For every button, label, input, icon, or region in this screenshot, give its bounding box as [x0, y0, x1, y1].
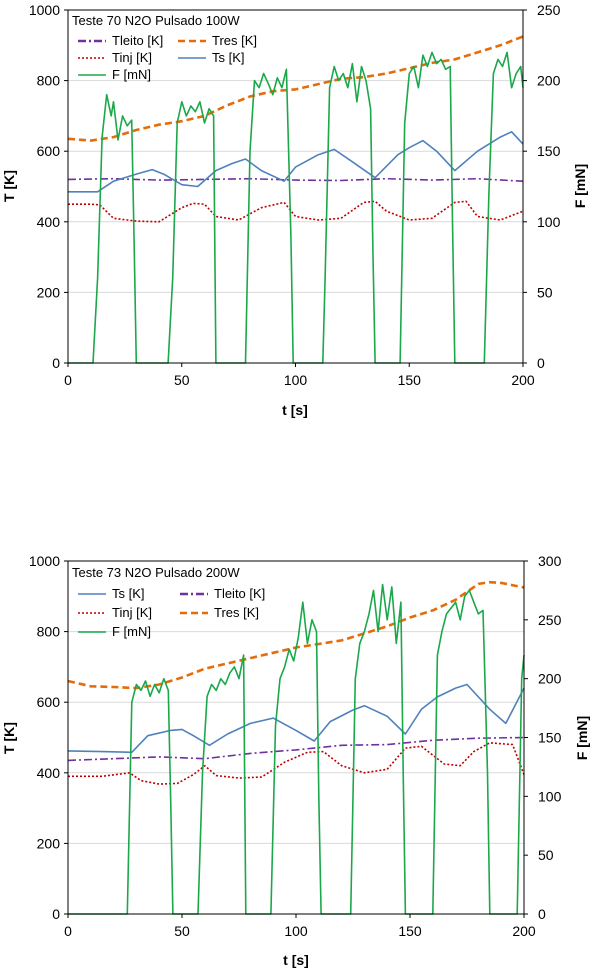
- y-tick-label: 400: [37, 765, 61, 781]
- legend-label-tinj-k: Tinj [K]: [112, 50, 152, 65]
- series-line-ts-k: [68, 131, 524, 193]
- chart-title: Teste 70 N2O Pulsado 100W: [72, 13, 240, 28]
- chart-title: Teste 73 N2O Pulsado 200W: [72, 565, 240, 580]
- y-axis-label: T [K]: [1, 722, 17, 754]
- y-tick-label: 1000: [29, 2, 60, 18]
- y-tick-label: 600: [37, 694, 61, 710]
- legend-label-ts-k: Ts [K]: [212, 50, 245, 65]
- y2-tick-label: 100: [538, 788, 562, 804]
- legend-label-tinj-k: Tinj [K]: [112, 605, 152, 620]
- y-tick-label: 0: [52, 906, 60, 922]
- legend-label-tres-k: Tres [K]: [212, 33, 257, 48]
- series-line-tleito-k: [67, 177, 524, 182]
- y-tick-label: 200: [37, 835, 61, 851]
- y2-tick-label: 150: [537, 143, 561, 159]
- series-line-f-mn: [68, 583, 525, 915]
- x-tick-label: 0: [64, 372, 72, 388]
- y2-tick-label: 0: [537, 355, 545, 371]
- series-line-tinj-k: [68, 200, 524, 223]
- legend-label-tres-k: Tres [K]: [214, 605, 259, 620]
- x-tick-label: 200: [511, 372, 535, 388]
- y2-tick-label: 50: [538, 847, 554, 863]
- legend-label-f-mn: F [mN]: [112, 67, 151, 82]
- y2-tick-label: 100: [537, 214, 561, 230]
- y2-tick-label: 150: [538, 730, 562, 746]
- legend-label-f-mn: F [mN]: [112, 624, 151, 639]
- series-line-tres-k: [67, 35, 524, 142]
- y-tick-label: 400: [37, 214, 61, 230]
- x-axis-label: t [s]: [283, 952, 309, 968]
- y2-tick-label: 250: [537, 2, 561, 18]
- x-tick-label: 100: [284, 372, 308, 388]
- y2-tick-label: 300: [538, 553, 562, 569]
- series-line-tinj-k: [68, 742, 525, 785]
- x-axis-label: t [s]: [282, 402, 308, 418]
- y-tick-label: 800: [37, 624, 61, 640]
- x-tick-label: 50: [174, 372, 190, 388]
- x-tick-label: 150: [398, 923, 422, 939]
- x-tick-label: 0: [64, 923, 72, 939]
- legend-label-ts-k: Ts [K]: [112, 586, 145, 601]
- y2-tick-label: 250: [538, 612, 562, 628]
- y2-tick-label: 200: [538, 671, 562, 687]
- y-tick-label: 600: [37, 143, 61, 159]
- y2-axis-label: F [mN]: [572, 164, 588, 208]
- series-line-ts-k: [67, 683, 525, 754]
- y2-tick-label: 0: [538, 906, 546, 922]
- x-tick-label: 100: [284, 923, 308, 939]
- y-tick-label: 200: [37, 284, 61, 300]
- y2-tick-label: 200: [537, 73, 561, 89]
- y2-axis-label: F [mN]: [574, 716, 590, 760]
- x-tick-label: 150: [398, 372, 422, 388]
- y-tick-label: 0: [52, 355, 60, 371]
- x-tick-label: 200: [512, 923, 536, 939]
- y-axis-label: T [K]: [1, 170, 17, 202]
- x-tick-label: 50: [174, 923, 190, 939]
- series-line-tleito-k: [67, 736, 525, 762]
- y-tick-label: 800: [37, 73, 61, 89]
- y2-tick-label: 50: [537, 284, 553, 300]
- series-line-f-mn: [68, 51, 524, 364]
- legend-label-tleito-k: Tleito [K]: [112, 33, 163, 48]
- y-tick-label: 1000: [29, 553, 60, 569]
- legend-label-tleito-k: Tleito [K]: [214, 586, 265, 601]
